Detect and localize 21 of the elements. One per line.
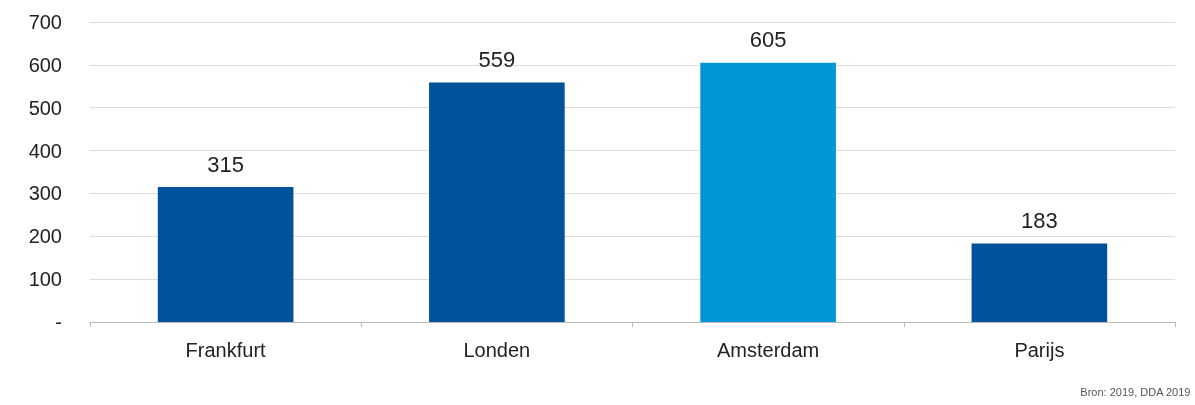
x-tick-label: Londen <box>463 339 531 361</box>
y-tick-label: - <box>55 311 62 333</box>
x-tick-label: Frankfurt <box>185 339 267 361</box>
x-tick-label: Parijs <box>1014 339 1065 361</box>
bar <box>700 62 836 322</box>
bar <box>971 243 1108 322</box>
data-label: 183 <box>1021 208 1058 234</box>
y-tick-label: 100 <box>28 268 62 291</box>
y-tick-label: 300 <box>28 182 62 205</box>
bar <box>429 82 565 322</box>
y-tick-label: 600 <box>28 53 62 76</box>
data-label: 605 <box>749 27 787 53</box>
y-tick-label: 700 <box>28 11 62 33</box>
data-label: 315 <box>207 151 244 177</box>
y-tick-label: 200 <box>28 225 62 248</box>
y-tick-label: 400 <box>28 139 62 162</box>
x-tick-label: Amsterdam <box>717 339 820 361</box>
text: Bron: 2019, DDA 2019 <box>1080 385 1191 398</box>
bar <box>157 187 294 322</box>
data-label: 559 <box>478 46 516 72</box>
y-tick-label: 500 <box>28 96 62 119</box>
